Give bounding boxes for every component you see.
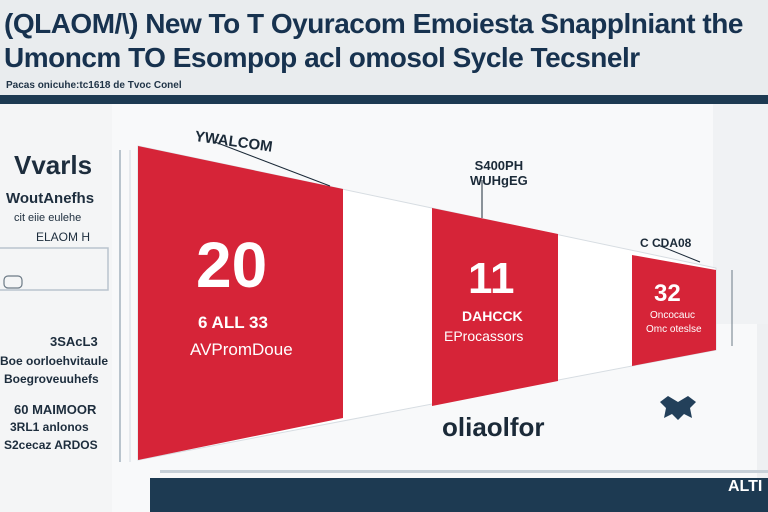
left-block2-line2: Boegroveuuhefs (4, 372, 99, 386)
header (0, 0, 768, 103)
mid-callout-line2: WUHgEG (470, 173, 528, 188)
page-title: (QLAOM/\) New To T Oyuracom Emoiesta Sna… (4, 8, 743, 39)
left-block3-line2: S2cecaz ARDOS (4, 438, 98, 452)
segment-3-shape (632, 255, 716, 366)
brand-leader (214, 141, 331, 187)
footer-word: oliaolfor (442, 412, 545, 442)
segment-2-number: 11 (468, 254, 515, 303)
mid-callout-line1: S400PH (474, 158, 524, 173)
corner-logo-text: ALTI (728, 478, 763, 495)
header-divider (0, 95, 768, 104)
left-block2-title: 3SAcL3 (50, 334, 98, 349)
left-block2-line1: Boe oorloehvitaule (0, 354, 109, 368)
header-subline: Pacas onicuhe:tc1618 de Tvoc Conel (6, 80, 182, 91)
segment-2-label2: EProcassors (444, 328, 524, 344)
segment-3-label2: Omc oteslse (646, 324, 702, 335)
right-callout: C CDA08 (640, 236, 692, 250)
mascot-icon (660, 396, 696, 420)
segment-1-label1: 6 ALL 33 (198, 313, 268, 332)
left-sub2: cit eiie eulehe (14, 212, 82, 224)
left-block3-title: 60 MAIMOOR (14, 402, 97, 417)
segment-3-label1: Oncocauc (650, 310, 696, 321)
left-heading: Vvarls (14, 150, 93, 180)
segment-1-number: 20 (196, 229, 268, 301)
left-sub3: ELAOM H (36, 230, 91, 244)
left-connector (0, 247, 109, 291)
cloud-icon (3, 275, 23, 289)
segment-2-label1: DAHCCK (462, 308, 523, 324)
left-column (0, 104, 115, 512)
footer-divider (160, 470, 768, 473)
segment-1-label2: AVPromDoue (190, 340, 293, 359)
left-block3-line1: 3RL1 anlonos (10, 420, 89, 434)
segment-2-shape (432, 208, 558, 406)
segment-3-number: 32 (654, 280, 681, 307)
right-navy-strip (713, 104, 768, 324)
right-callout-leader (657, 244, 701, 263)
mid-callout: S400PH WUHgEG (470, 158, 528, 188)
segment-1-shape (138, 146, 343, 460)
page-title-line2: Umoncm TO Esompop acl omosol Sycle Tecsn… (4, 42, 640, 73)
footer-band (150, 478, 768, 512)
left-sub1: WoutAnefhs (6, 190, 95, 207)
